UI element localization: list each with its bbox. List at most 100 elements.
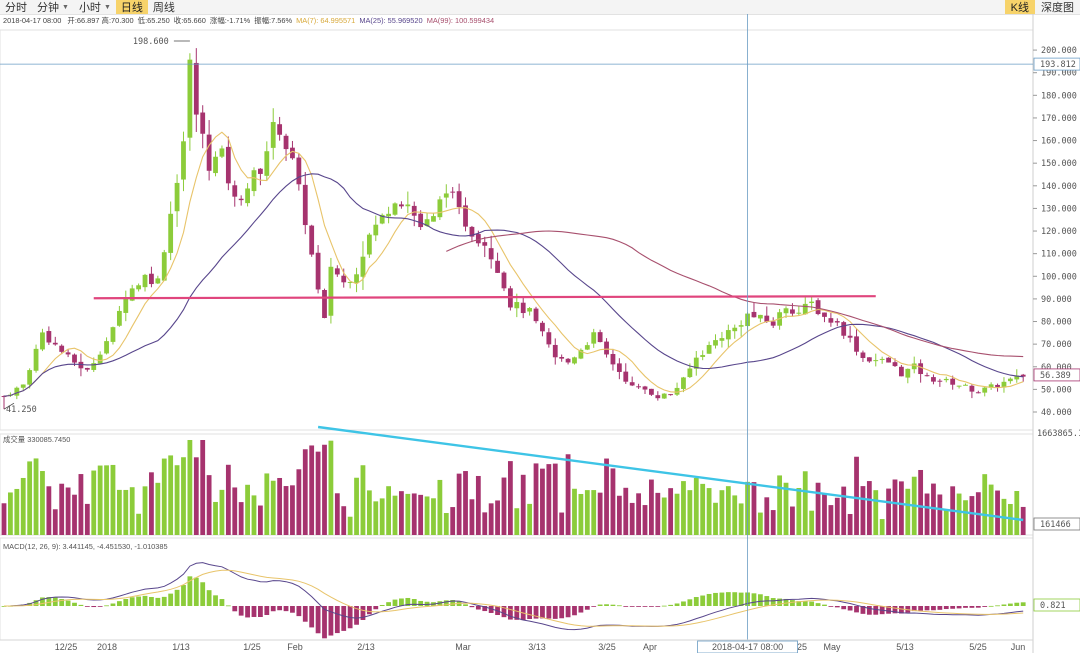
candle-body: [668, 394, 674, 396]
date-axis-label: 12/25: [55, 642, 78, 652]
volume-bar: [918, 469, 924, 535]
chart-toolbar: 分时 分钟 ▼ 小时 ▼ 日线 周线 K线 深度图: [0, 0, 1080, 15]
volume-bar: [886, 488, 891, 535]
volume-bar: [225, 464, 231, 535]
macd-bar: [649, 606, 654, 607]
candle-body: [84, 367, 90, 370]
macd-bar: [950, 606, 956, 609]
volume-bar: [501, 477, 507, 535]
candle-body: [315, 252, 321, 290]
candle-body: [129, 288, 135, 301]
volume-bar: [142, 486, 148, 535]
candle-body: [604, 341, 609, 355]
candle-body: [399, 204, 404, 207]
price-axis-label: 140.000: [1041, 182, 1077, 192]
macd-bar: [379, 604, 385, 606]
candle-body: [751, 311, 757, 318]
candle-body: [738, 325, 744, 327]
tab-weekly[interactable]: 周线: [148, 0, 180, 14]
macd-bar: [200, 582, 206, 606]
candle-body: [40, 332, 45, 350]
macd-bar: [706, 593, 712, 606]
volume-bar: [110, 464, 116, 535]
info-high: 高:70.300: [102, 16, 134, 25]
macd-bar: [238, 606, 244, 616]
volume-bar: [578, 493, 584, 535]
volume-bar: [91, 470, 97, 535]
volume-bar: [860, 486, 866, 535]
candle-body: [899, 366, 904, 377]
volume-bar: [283, 486, 289, 535]
volume-bar: [629, 502, 635, 535]
volume-bar: [847, 514, 853, 535]
volume-bar: [245, 484, 250, 535]
volume-bar: [1014, 491, 1020, 535]
volume-bar: [161, 458, 167, 535]
volume-current-label: 161466: [1040, 520, 1071, 530]
volume-bar: [14, 488, 20, 535]
volume-bar: [802, 471, 808, 535]
candle-body: [687, 368, 693, 378]
candle-body: [982, 387, 988, 393]
volume-bar: [399, 491, 404, 535]
macd-bar: [501, 606, 507, 618]
macd-dif-line: [3, 562, 1024, 631]
candle-body: [136, 285, 142, 290]
price-axis-label: 180.000: [1041, 91, 1077, 101]
candle-body: [213, 156, 218, 174]
volume-bar: [450, 507, 456, 535]
candle-body: [283, 135, 289, 150]
tab-kline[interactable]: K线: [1004, 0, 1035, 14]
tab-minutes[interactable]: 分钟 ▼: [32, 0, 74, 14]
macd-bar: [674, 603, 680, 606]
date-axis-label: Apr: [643, 642, 657, 652]
macd-bar: [450, 600, 456, 606]
candle-body: [411, 205, 417, 216]
ma7-line: [3, 131, 1024, 397]
volume-bar: [334, 493, 340, 535]
price-axis-label: 110.000: [1041, 250, 1077, 260]
candle-body: [719, 338, 725, 341]
volume-bar: [828, 505, 834, 535]
macd-bar: [559, 606, 565, 619]
macd-bar: [719, 592, 725, 606]
timeframe-tabs: 分时 分钟 ▼ 小时 ▼ 日线 周线: [0, 0, 180, 14]
macd-bar: [264, 606, 270, 615]
macd-bar: [399, 598, 404, 606]
macd-bar: [392, 599, 398, 606]
macd-bar: [770, 598, 776, 606]
cursor-price-label-tag: [1033, 57, 1080, 71]
volume-bar: [315, 451, 321, 535]
volume-bar: [520, 474, 526, 535]
volume-bar: [443, 513, 449, 535]
candle-body: [578, 349, 584, 359]
volume-bar: [757, 512, 763, 535]
macd-bar: [636, 606, 641, 607]
volume-bar: [604, 458, 609, 535]
candle-body: [790, 309, 795, 314]
chevron-down-icon: ▼: [62, 3, 69, 11]
tab-depth-chart[interactable]: 深度图: [1035, 0, 1080, 14]
macd-bar: [700, 595, 706, 606]
volume-bar: [379, 498, 385, 535]
macd-bar: [463, 604, 468, 606]
tab-hours[interactable]: 小时 ▼: [74, 0, 116, 14]
date-axis-label: Feb: [287, 642, 303, 652]
volume-bar: [706, 488, 712, 535]
candle-body: [463, 205, 468, 227]
volume-bar: [475, 475, 481, 535]
volume-bar: [777, 475, 783, 535]
candle-body: [187, 59, 193, 138]
tab-minute-line[interactable]: 分时: [0, 0, 32, 14]
macd-bar: [251, 606, 257, 617]
volume-bar: [719, 490, 725, 535]
candle-body: [78, 361, 84, 369]
price-axis-label: 150.000: [1041, 159, 1077, 169]
volume-bar: [206, 475, 212, 535]
crosshair-cursor: [0, 14, 1033, 640]
date-axis-label: Jun: [1011, 642, 1026, 652]
volume-bar: [552, 463, 558, 535]
tab-daily[interactable]: 日线: [115, 0, 148, 14]
macd-bar: [527, 606, 533, 619]
